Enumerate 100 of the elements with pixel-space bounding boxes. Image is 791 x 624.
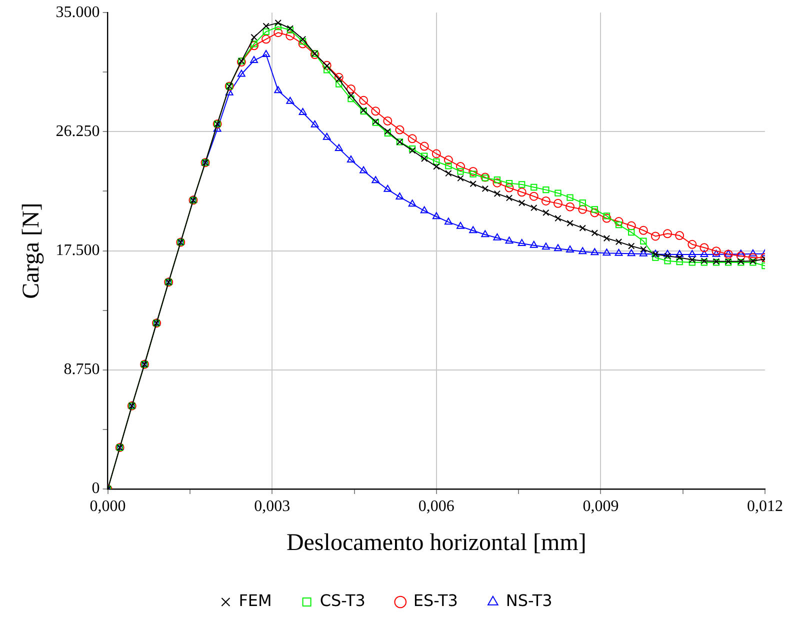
point xyxy=(213,124,222,132)
point xyxy=(322,132,331,140)
point xyxy=(432,212,440,220)
point xyxy=(237,70,246,77)
point xyxy=(664,258,671,264)
x-tick-label: 0,009 xyxy=(582,498,619,515)
point xyxy=(469,226,478,234)
point xyxy=(640,238,647,244)
x-tick-label: 0,000 xyxy=(90,498,126,515)
point xyxy=(688,250,696,257)
point xyxy=(602,214,612,223)
point xyxy=(420,142,429,151)
point xyxy=(700,250,708,257)
point xyxy=(250,34,258,41)
point xyxy=(639,249,648,256)
point xyxy=(638,226,648,235)
point xyxy=(614,217,624,226)
point xyxy=(529,192,538,201)
point xyxy=(517,188,526,197)
legend-label: NS-T3 xyxy=(506,591,552,610)
point xyxy=(225,88,234,96)
point xyxy=(566,202,575,212)
point xyxy=(482,185,488,192)
point xyxy=(359,96,368,105)
point xyxy=(614,248,623,256)
point xyxy=(274,19,282,26)
point xyxy=(640,246,647,253)
point xyxy=(615,238,622,246)
point xyxy=(518,238,526,246)
point xyxy=(688,256,696,264)
point xyxy=(664,252,671,260)
point xyxy=(299,38,306,45)
point xyxy=(530,240,538,248)
point xyxy=(493,233,502,240)
point xyxy=(566,245,574,252)
point xyxy=(748,253,758,262)
point xyxy=(628,242,635,250)
point xyxy=(421,155,428,162)
point xyxy=(663,229,672,238)
y-tick-label: 0 xyxy=(92,480,100,498)
point xyxy=(553,198,562,208)
point xyxy=(299,36,306,42)
point xyxy=(494,190,501,197)
point xyxy=(650,232,660,241)
point xyxy=(518,200,526,206)
point xyxy=(274,86,282,94)
point xyxy=(286,96,294,104)
point xyxy=(603,234,610,242)
point xyxy=(700,243,709,252)
point xyxy=(432,149,441,158)
point xyxy=(456,222,464,229)
point xyxy=(324,66,330,74)
point xyxy=(250,56,258,64)
point xyxy=(736,250,745,257)
point xyxy=(336,80,342,88)
point xyxy=(675,231,684,240)
point xyxy=(578,247,587,254)
point xyxy=(456,162,465,172)
point xyxy=(470,170,476,178)
point xyxy=(262,28,270,35)
point xyxy=(628,228,635,236)
point xyxy=(262,22,270,30)
point xyxy=(579,200,586,206)
point xyxy=(554,190,562,196)
point xyxy=(494,176,501,184)
point xyxy=(274,28,283,38)
point xyxy=(298,108,307,116)
point xyxy=(444,156,453,165)
point xyxy=(676,258,683,266)
point xyxy=(566,194,574,201)
point xyxy=(626,221,636,230)
point xyxy=(457,174,464,182)
point xyxy=(408,200,416,207)
point xyxy=(336,76,342,82)
point xyxy=(347,156,355,163)
point xyxy=(481,230,490,238)
point xyxy=(518,181,526,188)
point xyxy=(420,206,428,214)
point xyxy=(468,166,478,176)
y-tick-label: 8.750 xyxy=(64,361,100,378)
point xyxy=(371,106,380,116)
point xyxy=(578,204,588,214)
point xyxy=(334,72,344,82)
point xyxy=(688,259,696,266)
point xyxy=(348,95,354,102)
y-tick-label: 17.500 xyxy=(56,242,100,260)
point xyxy=(579,224,586,232)
x-tick-label: 0,012 xyxy=(747,498,783,515)
point xyxy=(652,254,659,261)
point xyxy=(591,230,598,236)
point xyxy=(590,248,599,256)
point xyxy=(310,50,320,60)
x-tick-label: 0,006 xyxy=(418,498,454,515)
point xyxy=(504,183,514,192)
point xyxy=(445,162,452,170)
point xyxy=(286,31,295,40)
legend-label: FEM xyxy=(238,591,272,610)
point xyxy=(492,178,502,188)
point xyxy=(506,180,513,187)
point xyxy=(250,41,259,50)
